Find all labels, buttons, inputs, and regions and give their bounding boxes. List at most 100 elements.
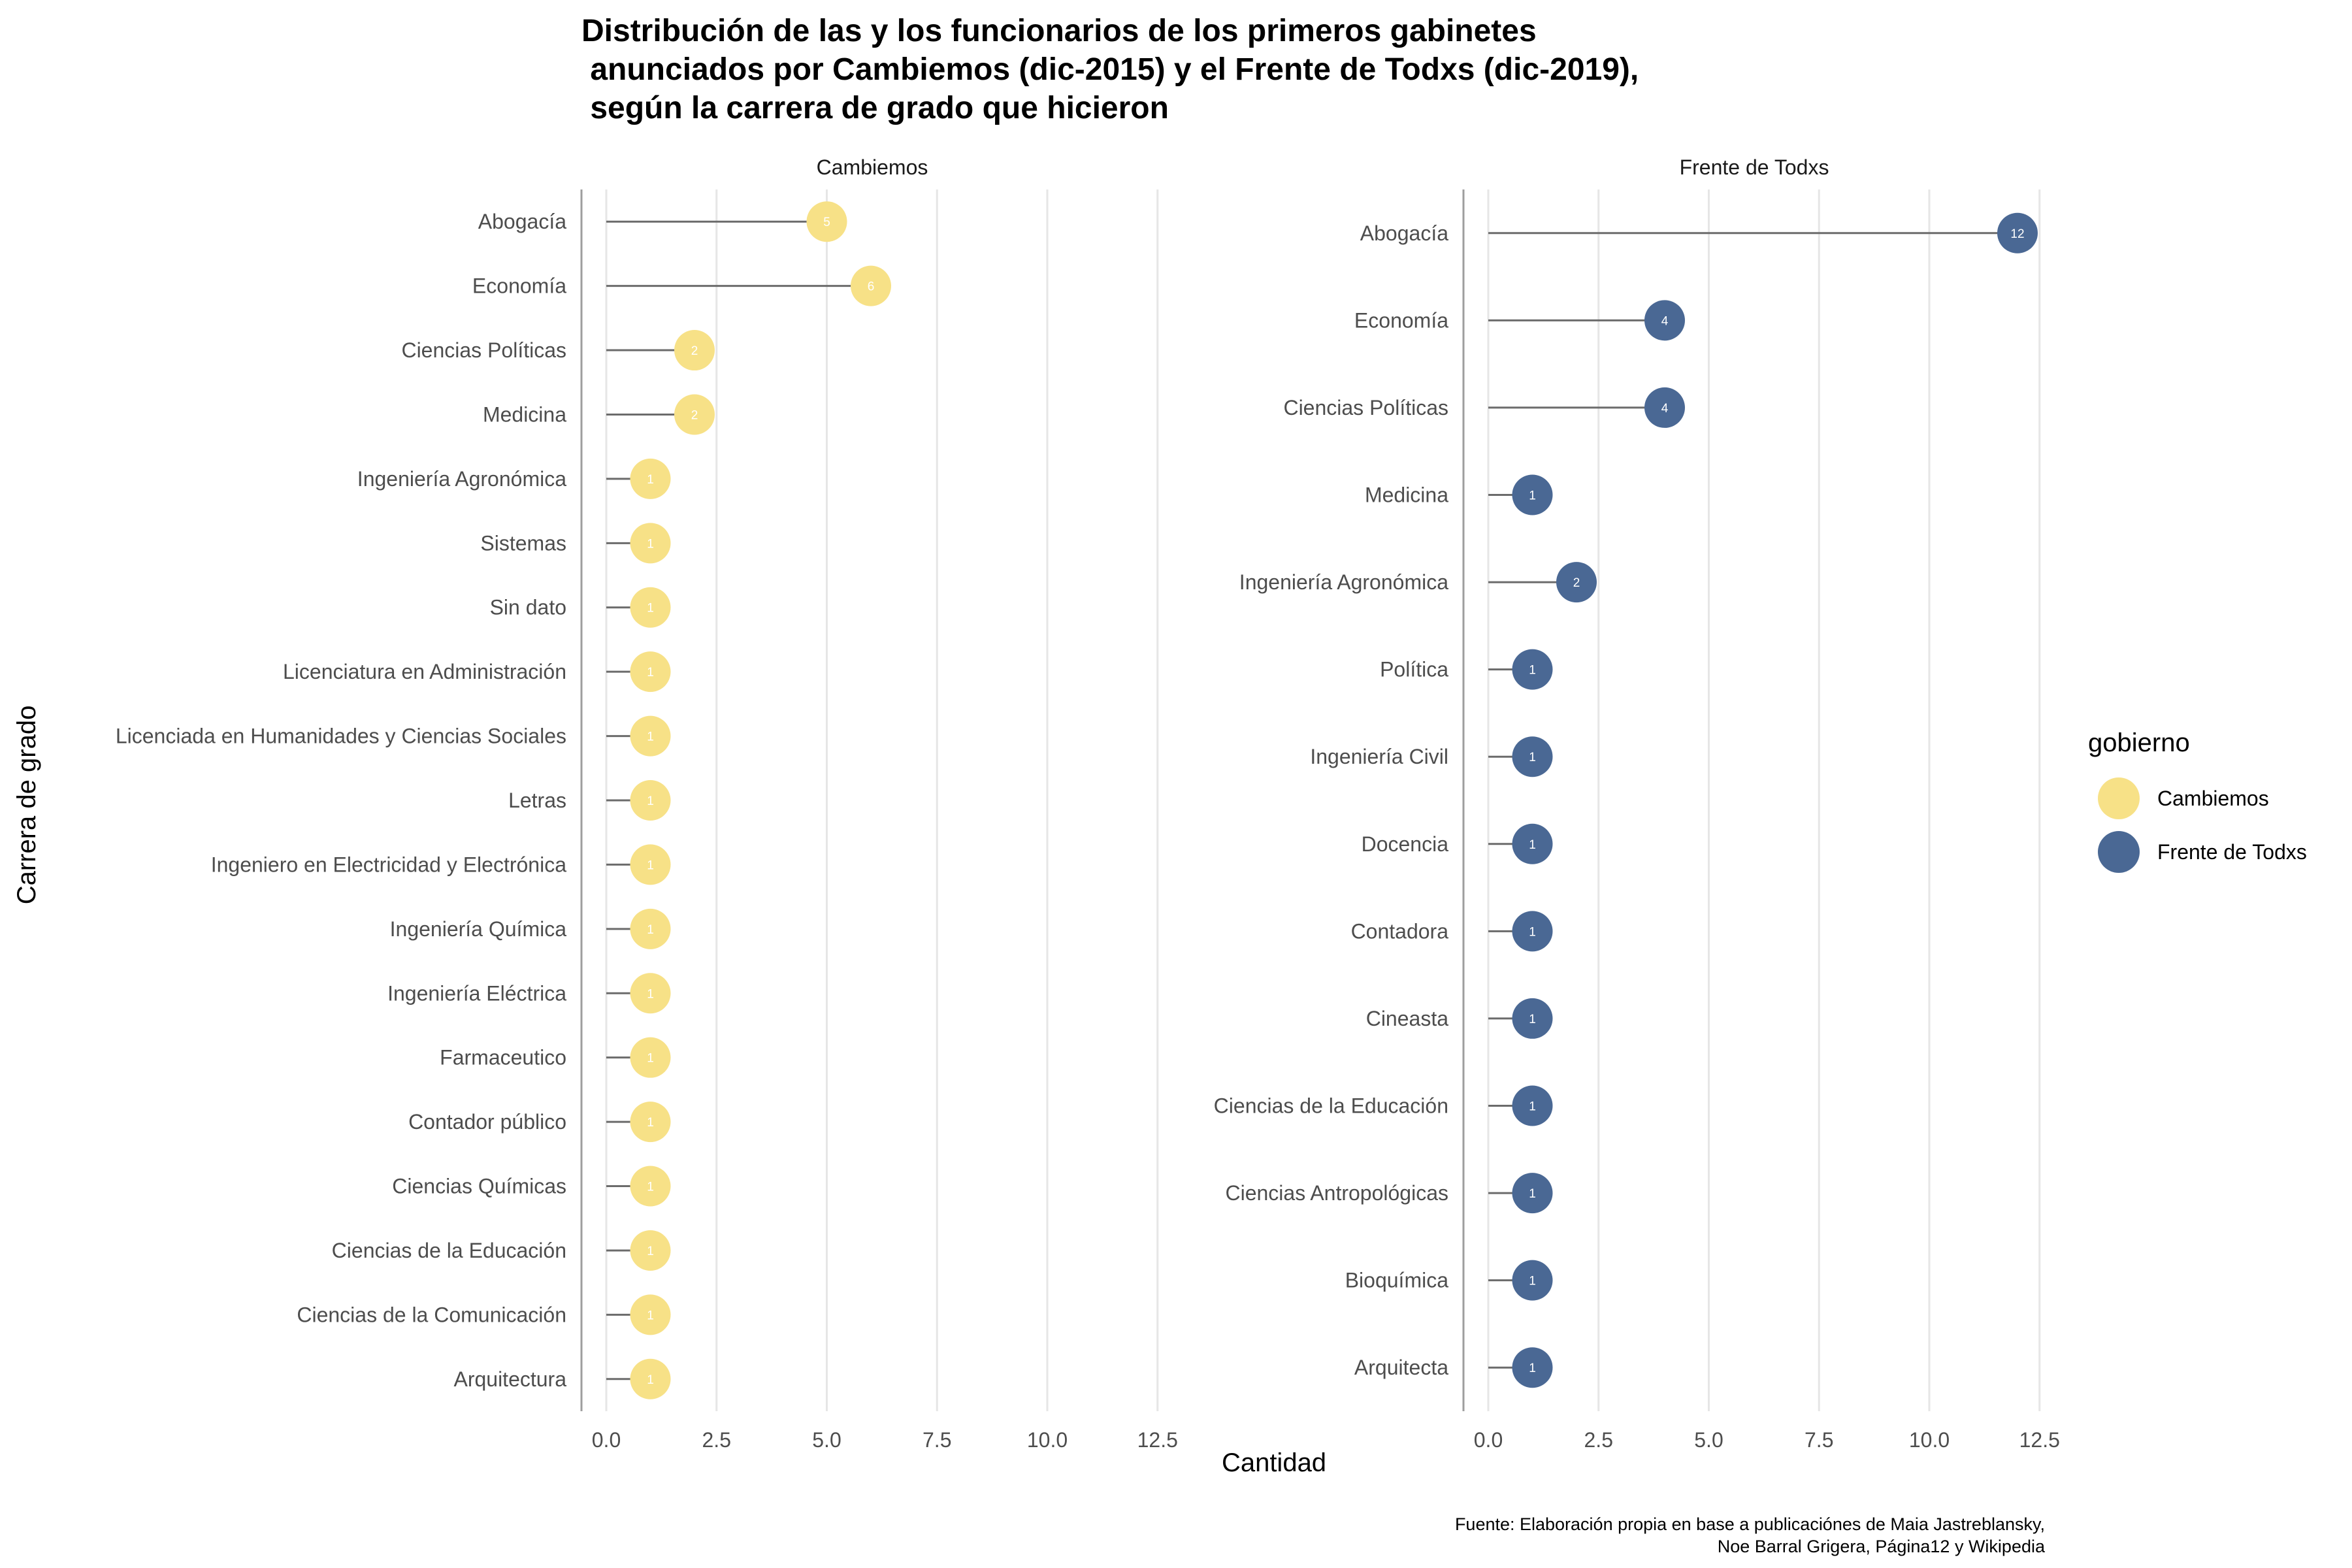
lollipop-point — [674, 394, 715, 435]
data-label: 1 — [647, 923, 654, 937]
y-category-label: Sin dato — [490, 596, 566, 619]
lollipop-point — [630, 458, 671, 499]
lollipop-point — [630, 1230, 671, 1271]
lollipop-point — [630, 523, 671, 564]
lollipop-point — [1644, 300, 1685, 341]
data-label: 1 — [1529, 1362, 1536, 1375]
data-label: 5 — [823, 216, 830, 229]
data-label: 1 — [1529, 925, 1536, 939]
y-category-label: Ciencias Políticas — [1283, 396, 1448, 419]
lollipop-point — [851, 265, 891, 306]
y-category-label: Licenciatura en Administración — [283, 660, 566, 683]
y-axis-title: Carrera de grado — [12, 706, 41, 905]
lollipop-point — [1512, 823, 1553, 864]
y-category-label: Contadora — [1351, 919, 1449, 943]
lollipop-point — [1512, 911, 1553, 952]
x-axis-title: Cantidad — [1222, 1448, 1326, 1477]
data-label: 1 — [647, 1245, 654, 1258]
lollipop-point — [1997, 212, 2038, 253]
y-category-label: Economía — [1354, 308, 1448, 332]
lollipop-point — [1512, 1085, 1553, 1126]
data-label: 1 — [647, 1309, 654, 1322]
y-category-label: Ingeniería Agronómica — [357, 467, 566, 491]
y-category-label: Sistemas — [480, 531, 566, 555]
data-label: 1 — [647, 1373, 654, 1387]
y-category-label: Farmaceutico — [440, 1046, 566, 1070]
y-category-label: Abogacía — [1360, 221, 1448, 245]
y-category-label: Ingeniería Química — [390, 917, 567, 941]
y-category-label: Política — [1380, 658, 1448, 681]
lollipop-point — [630, 1294, 671, 1335]
lollipop-point — [630, 651, 671, 693]
data-label: 4 — [1661, 314, 1669, 328]
lollipop-point — [1556, 562, 1597, 603]
lollipop-point — [1512, 1173, 1553, 1214]
data-label: 1 — [1529, 1100, 1536, 1114]
lollipop-point — [630, 973, 671, 1014]
lollipop-point — [674, 330, 715, 371]
chart-title: Distribución de las y los funcionarios d… — [581, 14, 1639, 125]
y-category-label: Medicina — [1365, 483, 1448, 507]
legend-title: gobierno — [2088, 728, 2190, 757]
y-category-label: Docencia — [1362, 832, 1449, 856]
caption: Fuente: Elaboración propia en base a pub… — [1455, 1514, 2046, 1556]
y-category-label: Abogacía — [478, 210, 566, 233]
lollipop-point — [1512, 1260, 1553, 1301]
data-label: 1 — [1529, 838, 1536, 852]
legend-label: Frente de Todxs — [2157, 840, 2307, 864]
x-tick-label: 10.0 — [1909, 1428, 1950, 1452]
lollipop-point — [630, 1166, 671, 1207]
y-category-label: Licenciada en Humanidades y Ciencias Soc… — [116, 725, 566, 748]
y-category-label: Medicina — [483, 402, 566, 426]
y-category-label: Ciencias Químicas — [392, 1175, 566, 1198]
y-category-label: Ciencias Políticas — [401, 338, 566, 362]
lollipop-point — [630, 1037, 671, 1078]
data-label: 2 — [691, 408, 698, 422]
data-label: 1 — [647, 858, 654, 872]
lollipop-point — [1512, 474, 1553, 515]
x-tick-label: 7.5 — [923, 1428, 951, 1452]
y-category-label: Letras — [508, 789, 566, 812]
x-tick-label: 0.0 — [1474, 1428, 1503, 1452]
lollipop-point — [1512, 649, 1553, 690]
data-label: 2 — [691, 344, 698, 358]
facet-strip-label: Cambiemos — [817, 155, 928, 179]
y-category-label: Ciencias de la Educación — [332, 1239, 566, 1262]
facet-strip-label: Frente de Todxs — [1680, 155, 1829, 179]
y-category-label: Ciencias Antropológicas — [1225, 1181, 1448, 1205]
data-label: 1 — [647, 1052, 654, 1066]
y-category-label: Arquitectura — [453, 1367, 566, 1391]
data-label: 1 — [1529, 664, 1536, 678]
lollipop-point — [630, 587, 671, 628]
lollipop-point — [1512, 1347, 1553, 1388]
panel-frente-de-todxs: Frente de Todxs 0.0 2.5 5.0 7.5 10.0 12.5 Aboga… — [1214, 155, 2060, 1452]
y-category-label: Economía — [472, 274, 566, 298]
y-category-label: Arquitecta — [1354, 1356, 1448, 1379]
data-label: 1 — [647, 473, 654, 487]
x-tick-label: 10.0 — [1027, 1428, 1068, 1452]
data-label: 1 — [647, 987, 654, 1001]
y-category-label: Ingeniería Eléctrica — [387, 981, 566, 1005]
lollipop-point — [630, 780, 671, 821]
lollipop-point — [630, 1102, 671, 1143]
data-label: 1 — [1529, 1013, 1536, 1026]
data-label: 1 — [647, 794, 654, 808]
lollipop-point — [630, 715, 671, 757]
y-category-label: Ciencias de la Comunicación — [297, 1303, 566, 1326]
x-tick-label: 5.0 — [1694, 1428, 1723, 1452]
x-tick-label: 2.5 — [1584, 1428, 1613, 1452]
lollipop-point — [1644, 387, 1685, 428]
caption-line: Noe Barral Grigera, Página12 y Wikipedia — [1718, 1537, 2046, 1556]
title-line: según la carrera de grado que hicieron — [581, 91, 1169, 125]
y-category-label: Cineasta — [1366, 1007, 1449, 1030]
data-label: 1 — [1529, 489, 1536, 503]
data-label: 1 — [1529, 1275, 1536, 1288]
y-category-label: Ingeniero en Electricidad y Electrónica — [211, 853, 567, 876]
legend-key — [2098, 831, 2140, 873]
y-category-label: Ciencias de la Educación — [1214, 1094, 1448, 1118]
x-tick-label: 7.5 — [1805, 1428, 1833, 1452]
data-label: 1 — [647, 602, 654, 615]
x-tick-label: 12.5 — [2019, 1428, 2060, 1452]
y-category-label: Ingeniería Agronómica — [1239, 570, 1448, 594]
